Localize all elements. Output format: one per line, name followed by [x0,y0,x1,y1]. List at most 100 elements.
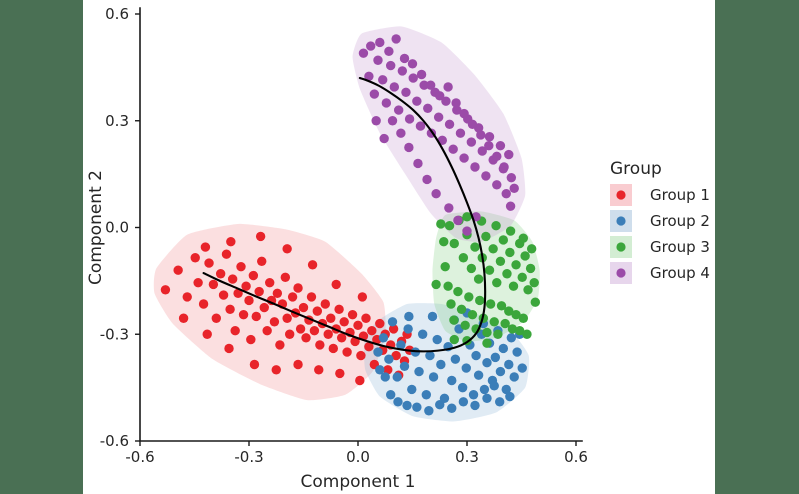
scatter-point [366,41,376,51]
scatter-point [422,174,432,185]
scatter-point [301,333,311,343]
scatter-point [386,60,396,71]
scatter-point [265,277,275,288]
scatter-point [471,350,481,361]
scatter-point [412,402,422,412]
scatter-point [393,105,404,115]
scatter-point [505,226,516,236]
scatter-point [495,397,505,407]
scatter-point [436,359,446,370]
scatter-point [353,320,363,331]
scatter-point [473,370,484,380]
scatter-point [460,320,470,331]
scatter-point [511,260,521,270]
scatter-point [193,277,203,288]
scatter-point [447,375,457,386]
y-tick-label: 0.0 [105,219,129,237]
legend-item[interactable]: Group 1 [610,184,710,206]
scatter-point [414,366,424,377]
legend-marker-dot [616,216,626,226]
scatter-point [461,363,471,373]
scatter-point [458,253,469,263]
legend-item[interactable]: Group 4 [610,262,710,284]
scatter-point [419,80,429,90]
scatter-point [443,281,453,291]
scatter-point [367,325,377,336]
scatter-point [425,350,435,361]
scatter-point [378,75,388,85]
x-tick-label: 0.6 [564,448,588,466]
scatter-point [459,108,469,119]
scatter-point [361,313,371,323]
scatter-point [435,400,445,410]
scatter-point [221,249,232,259]
scatter-point [481,231,491,242]
scatter-point [381,98,392,108]
scatter-point [448,144,458,154]
legend-item[interactable]: Group 3 [610,236,710,258]
scatter-point [504,149,514,160]
scatter-point [255,231,266,242]
scatter-point [467,119,478,130]
scatter-point [272,288,283,299]
scatter-point [449,334,459,345]
y-axis-title: Component 2 [86,170,106,285]
scatter-point [433,112,444,122]
scatter-point [489,381,499,391]
scatter-point [407,59,418,69]
scatter-point [358,48,369,58]
scatter-point [384,354,394,364]
scatter-point [208,279,219,290]
scatter-point [347,309,358,320]
scatter-point [331,279,341,290]
scatter-point [404,114,415,124]
y-tick-label: -0.3 [100,325,129,343]
scatter-point [476,130,486,140]
scatter-point [473,274,484,284]
scatter-point [397,66,408,76]
scatter-point [451,98,461,108]
scatter-point [504,359,514,370]
scatter-point [453,286,463,297]
scatter-point [384,46,394,57]
scatter-point [226,237,236,247]
legend-layer: Group Group 1 Group 2 Group 3 Group 4 [610,159,710,284]
scatter-point [309,325,320,336]
scatter-point [518,313,529,323]
scatter-point [412,96,422,106]
scatter-point [298,302,309,313]
scatter-point [424,406,434,416]
scatter-point [404,311,414,322]
scatter-series [373,308,527,416]
letterbox-left [0,0,83,494]
scatter-point [380,372,390,382]
scatter-point [173,265,183,275]
scatter-point [449,315,459,325]
legend-item[interactable]: Group 2 [610,210,710,232]
scatter-point [518,233,529,243]
x-tick-label: -0.6 [125,448,154,466]
scatter-point [387,317,398,327]
scatter-point [427,311,438,322]
scatter-point [375,318,385,329]
scatter-point [501,384,511,395]
scatter-point [530,297,541,307]
scatter-point [202,329,212,339]
scatter-point [468,390,479,400]
scatter-point [449,238,459,249]
scatter-point [466,137,477,147]
scatter-point [475,295,485,306]
scatter-point [443,82,453,92]
scatter-point [493,329,503,339]
scatter-point [373,55,383,65]
scatter-point [505,201,516,211]
scatter-point [457,382,468,393]
scatter-point [396,340,406,350]
scatter-point [507,324,518,334]
legend-title: Group [610,159,662,179]
scatter-point [466,263,477,274]
scatter-point [369,89,380,99]
scatter-point [495,140,506,151]
scatter-point [306,292,317,302]
scatter-point [275,340,285,350]
